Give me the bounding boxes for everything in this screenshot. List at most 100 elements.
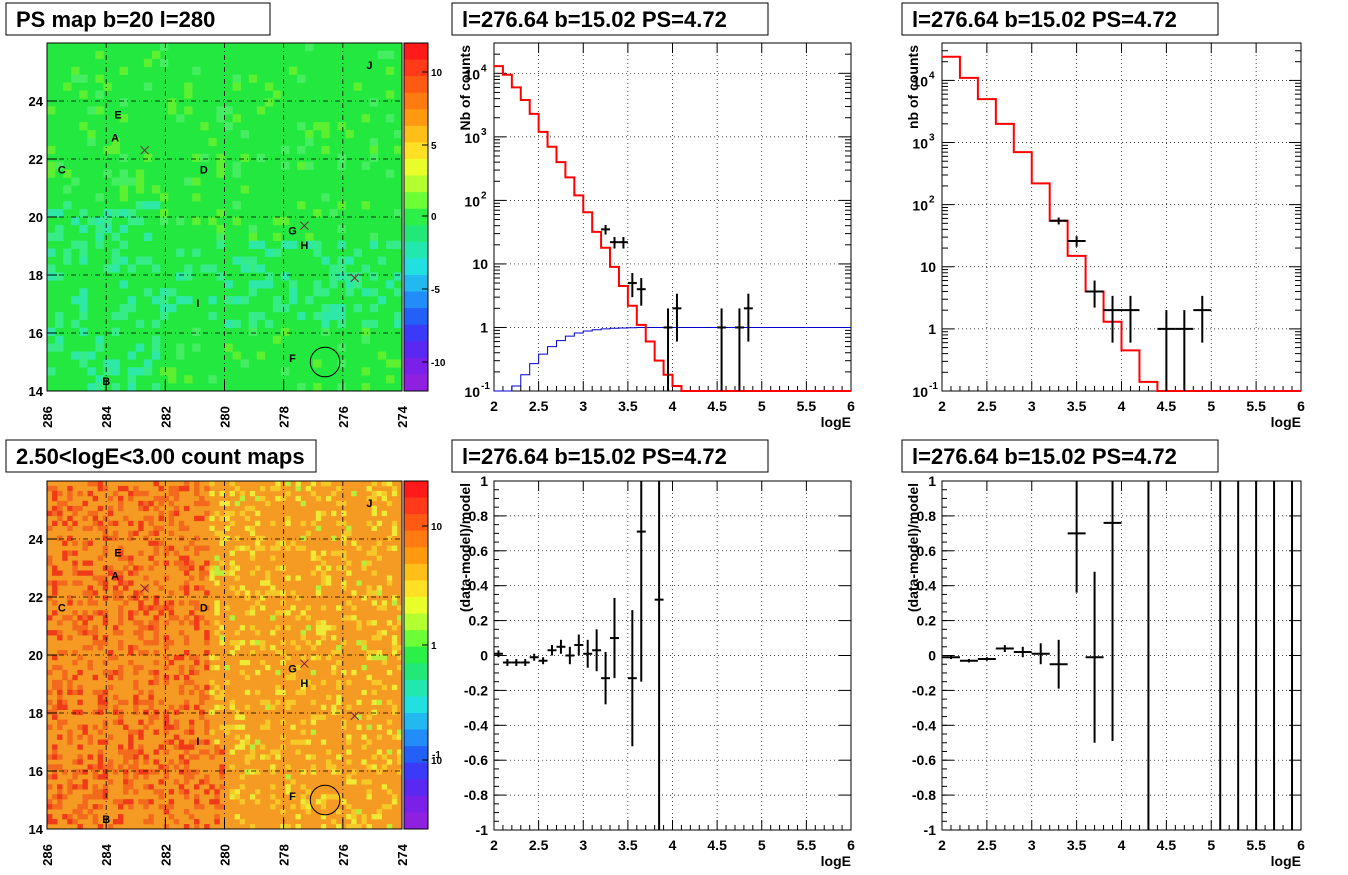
map-pixel	[331, 490, 337, 497]
map-pixel	[315, 525, 322, 532]
map-pixel	[57, 699, 63, 706]
map-pixel	[133, 699, 139, 706]
map-pixel	[366, 585, 372, 591]
map-pixel	[72, 570, 78, 576]
map-pixel	[92, 520, 99, 527]
panel-title-2-group: l=276.64 b=15.02 PS=4.72	[451, 439, 769, 473]
map-pixel	[62, 794, 68, 800]
map-pixel	[82, 590, 88, 596]
map-pixel	[103, 367, 112, 376]
map-pixel	[239, 625, 246, 631]
map-pixel	[67, 515, 73, 522]
map-pixel	[385, 169, 395, 178]
map-pixel	[396, 655, 403, 661]
map-pixel	[52, 684, 58, 691]
map-pixel	[320, 605, 327, 611]
map-pixel	[118, 640, 124, 646]
map-pixel	[95, 193, 104, 202]
map-pixel	[285, 610, 291, 616]
map-pixel	[310, 769, 317, 775]
map-pixel	[275, 754, 281, 760]
map-pixel	[331, 650, 337, 656]
map-pixel	[353, 280, 362, 289]
map-pixel	[189, 565, 195, 571]
colorbar-band	[404, 563, 428, 581]
map-pixel	[376, 679, 383, 686]
map-pixel	[204, 664, 210, 671]
source-label-D: D	[200, 165, 208, 177]
map-pixel	[133, 789, 139, 795]
map-pixel	[239, 510, 246, 517]
map-pixel	[102, 794, 109, 800]
map-pixel	[173, 560, 180, 566]
map-pixel	[234, 485, 241, 492]
map-pixel	[329, 304, 338, 313]
map-pixel	[72, 560, 78, 566]
source-circle-marker	[309, 346, 341, 378]
map-pixel	[300, 739, 306, 745]
map-pixel	[320, 550, 327, 556]
map-pixel	[305, 161, 314, 170]
map-pixel	[260, 645, 266, 651]
map-pixel	[173, 734, 180, 740]
map-pixel	[133, 610, 139, 616]
map-pixel	[214, 819, 220, 825]
map-pixel	[97, 694, 104, 701]
map-pixel	[143, 288, 153, 297]
map-pixel	[47, 161, 56, 170]
x-tick-label: 5	[758, 837, 766, 853]
map-title-1-group: 2.50<logE<3.00 count maps	[5, 439, 317, 473]
map-pixel	[337, 359, 346, 368]
map-title-0: PS map b=20 l=280	[16, 7, 215, 32]
map-pixel	[214, 799, 220, 805]
map-pixel	[325, 580, 332, 586]
map-pixel	[133, 754, 139, 760]
map-pixel	[275, 590, 281, 596]
map-pixel	[244, 734, 251, 740]
map-pixel	[77, 724, 83, 730]
map-pixel	[79, 256, 88, 265]
map-pixel	[337, 383, 346, 392]
map-pixel	[163, 545, 170, 551]
map-pixel	[97, 709, 104, 715]
map-pixel	[244, 739, 251, 745]
map-pixel	[143, 774, 149, 780]
map-pixel	[376, 724, 383, 730]
map-y-tick-label: 18	[29, 268, 43, 283]
map-pixel	[62, 580, 68, 586]
map-pixel	[103, 264, 112, 273]
x-tick-label: 2.5	[529, 398, 549, 414]
map-pixel	[239, 784, 246, 790]
map-pixel	[143, 500, 149, 507]
map-pixel	[209, 655, 215, 661]
map-pixel	[393, 288, 403, 297]
map-pixel	[123, 789, 129, 795]
map-pixel	[341, 535, 347, 541]
map-pixel	[229, 650, 235, 656]
map-pixel	[133, 709, 139, 715]
map-pixel	[305, 640, 312, 646]
map-pixel	[87, 106, 96, 115]
map-pixel	[325, 575, 332, 581]
map-pixel	[128, 729, 134, 735]
map-x-tick-label: 276	[336, 406, 351, 428]
map-pixel	[214, 664, 220, 671]
map-pixel	[133, 565, 139, 571]
map-pixel	[244, 759, 251, 765]
map-pixel	[168, 659, 175, 666]
map-pixel	[192, 193, 201, 202]
map-pixel	[351, 814, 357, 820]
colorbar-band	[404, 76, 428, 94]
map-pixel	[295, 689, 301, 696]
y-tick-exponent: 4	[481, 63, 487, 74]
map-pixel	[239, 739, 246, 745]
map-pixel	[248, 74, 258, 83]
map-pixel	[57, 694, 63, 701]
map-pixel	[138, 719, 144, 725]
map-pixel	[331, 635, 337, 641]
map-pixel	[128, 520, 134, 527]
map-pixel	[310, 570, 317, 576]
map-pixel	[97, 689, 104, 696]
map-pixel	[280, 650, 286, 656]
map-pixel	[178, 769, 185, 775]
